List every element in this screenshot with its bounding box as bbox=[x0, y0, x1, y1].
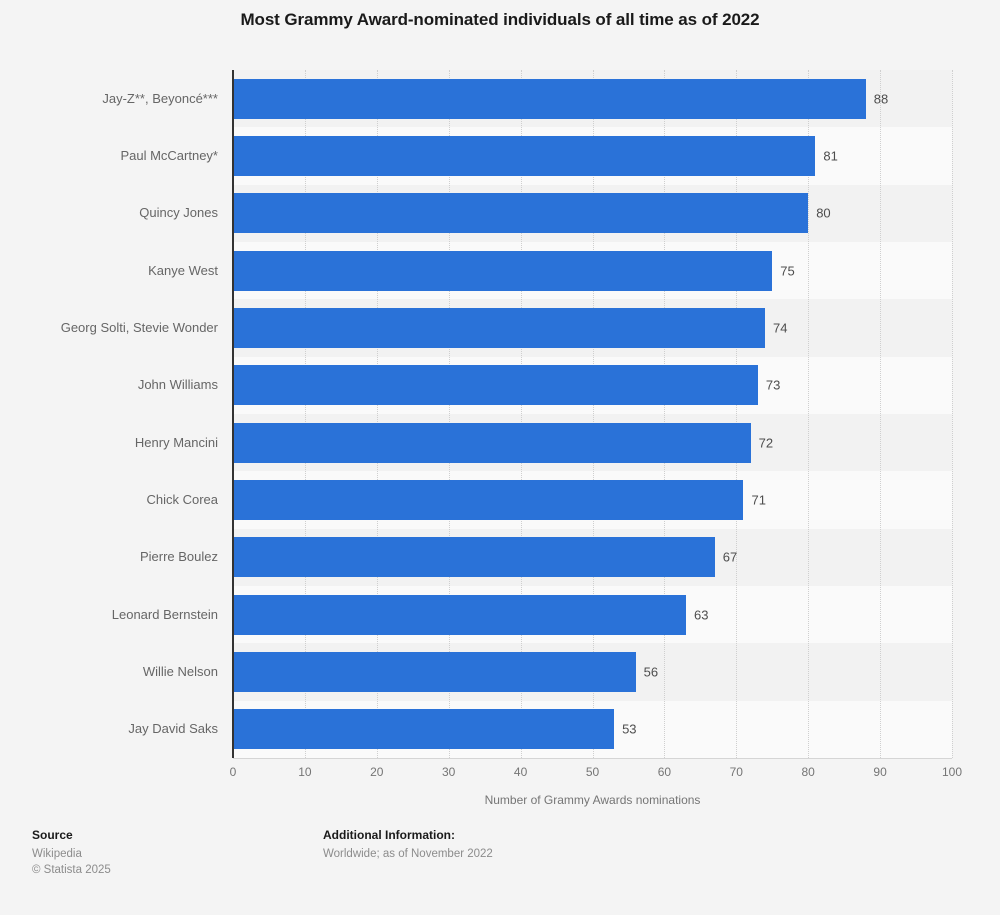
y-axis-label: Henry Mancini bbox=[134, 434, 218, 450]
bar-value-label: 74 bbox=[773, 320, 788, 336]
y-axis-label: John Williams bbox=[137, 377, 218, 393]
y-axis-label: Leonard Bernstein bbox=[111, 606, 218, 622]
gridline bbox=[952, 70, 953, 758]
chart-container: Jay-Z**, Beyoncé*** Paul McCartney* Quincy… bbox=[0, 55, 1000, 815]
bar[interactable] bbox=[233, 709, 615, 750]
bar[interactable] bbox=[233, 136, 816, 176]
x-axis-title: Number of Grammy Awards nominations bbox=[484, 793, 701, 807]
x-axis-tick-label: 40 bbox=[513, 765, 528, 779]
bar-value-label: 72 bbox=[758, 435, 774, 451]
bar[interactable] bbox=[233, 250, 773, 291]
y-axis-line bbox=[232, 70, 234, 758]
bar-value-label: 56 bbox=[643, 664, 659, 680]
x-gridlines bbox=[233, 70, 953, 758]
gridline bbox=[736, 70, 738, 758]
gridline bbox=[448, 70, 450, 758]
gridline bbox=[376, 70, 378, 758]
copyright-text: © Statista 2025 bbox=[32, 864, 111, 876]
additional-info-heading: Additional Information: bbox=[323, 828, 455, 842]
bar-value-label: 53 bbox=[622, 721, 637, 737]
gridline bbox=[304, 70, 306, 758]
x-axis-tick-label: 0 bbox=[229, 765, 237, 779]
footer-source-block: Source Wikipedia © Statista 2025 bbox=[32, 828, 111, 878]
gridline bbox=[880, 70, 882, 758]
bar-value-label: 75 bbox=[780, 263, 795, 279]
x-axis-tick-label: 50 bbox=[585, 765, 600, 779]
gridline bbox=[520, 70, 522, 758]
x-axis-tick-label: 60 bbox=[657, 765, 672, 779]
x-axis-tick-label: 100 bbox=[941, 765, 963, 779]
bar-value-label: 67 bbox=[722, 549, 738, 565]
y-axis-label: Jay-Z**, Beyoncé*** bbox=[102, 90, 218, 106]
y-axis-label: Jay David Saks bbox=[128, 721, 218, 737]
page-title: Most Grammy Award-nominated individuals … bbox=[240, 10, 760, 29]
bar-value-label: 88 bbox=[873, 91, 889, 107]
y-axis-label: Paul McCartney* bbox=[120, 148, 218, 163]
x-axis-tick-label: 70 bbox=[729, 765, 743, 779]
footer-additional-block: Additional Information: Worldwide; as of… bbox=[323, 828, 493, 862]
bar-value-label: 63 bbox=[693, 607, 709, 623]
bar[interactable] bbox=[233, 480, 744, 520]
gridline bbox=[664, 70, 666, 758]
y-axis-label: Willie Nelson bbox=[142, 664, 218, 679]
x-axis-tick-label: 90 bbox=[873, 765, 887, 779]
y-axis-label: Pierre Boulez bbox=[139, 549, 218, 565]
bar-value-label: 80 bbox=[816, 205, 831, 221]
x-axis-tick-label: 20 bbox=[370, 765, 384, 779]
bar-value-label: 81 bbox=[823, 148, 838, 164]
source-heading: Source bbox=[32, 828, 73, 842]
x-axis-tick-label: 30 bbox=[442, 765, 456, 779]
bar[interactable] bbox=[233, 78, 866, 119]
x-axis-line bbox=[233, 758, 952, 759]
x-axis-tick-label: 80 bbox=[801, 765, 815, 779]
chart-footer: Source Wikipedia © Statista 2025 Additio… bbox=[0, 828, 1000, 915]
bar-series: 88 81 80 75 74 73 72 71 67 63 56 53 bbox=[233, 70, 952, 758]
source-name[interactable]: Wikipedia bbox=[32, 848, 82, 860]
y-axis-label: Quincy Jones bbox=[139, 205, 218, 221]
y-axis-category-labels: Jay-Z**, Beyoncé*** Paul McCartney* Quincy… bbox=[0, 70, 218, 758]
bar[interactable] bbox=[233, 537, 715, 578]
bar[interactable] bbox=[233, 365, 758, 406]
bar-value-label: 71 bbox=[751, 492, 766, 508]
y-axis-label: Kanye West bbox=[148, 262, 218, 278]
y-axis-label: Chick Corea bbox=[146, 492, 218, 507]
gridline bbox=[808, 70, 810, 758]
x-axis-tick-label: 10 bbox=[298, 765, 312, 779]
gridline bbox=[592, 70, 594, 758]
bar-value-label: 73 bbox=[765, 377, 781, 393]
bar[interactable] bbox=[233, 422, 751, 463]
bar[interactable] bbox=[233, 652, 636, 692]
plot-area: 88 81 80 75 74 73 72 71 67 63 56 53 bbox=[233, 70, 953, 758]
y-axis-label: Georg Solti, Stevie Wonder bbox=[60, 320, 218, 335]
bar[interactable] bbox=[233, 308, 766, 348]
x-axis-tick-labels: 0 10 20 30 40 50 60 70 80 90 100 bbox=[229, 765, 962, 785]
bar[interactable] bbox=[233, 193, 809, 234]
additional-info-text: Worldwide; as of November 2022 bbox=[323, 848, 493, 860]
bar[interactable] bbox=[233, 594, 686, 635]
